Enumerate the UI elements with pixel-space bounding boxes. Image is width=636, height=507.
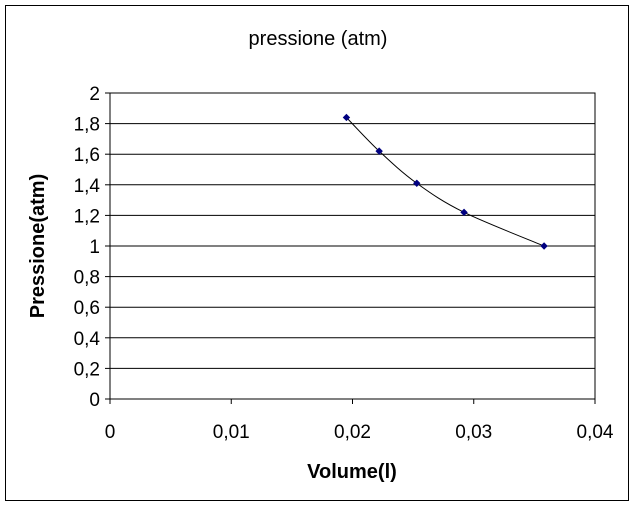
x-tick-label: 0	[105, 422, 116, 443]
y-tick-label: 0,6	[74, 298, 100, 319]
y-tick-label: 1,6	[74, 145, 100, 166]
data-points	[342, 113, 548, 250]
data-point	[413, 179, 421, 187]
x-axis-label: Volume(l)	[307, 461, 397, 483]
data-point	[540, 242, 548, 250]
x-tick-label: 0,03	[455, 422, 492, 443]
chart-title: pressione (atm)	[249, 28, 388, 50]
y-tick-label: 1,2	[74, 206, 100, 227]
y-tick-label: 1,4	[74, 176, 101, 197]
x-tick-label: 0,01	[213, 422, 250, 443]
y-tick-label: 1,8	[74, 115, 100, 136]
y-tick-label: 0,4	[74, 329, 101, 350]
y-tick-label: 0,8	[74, 268, 100, 289]
y-tick-label: 1	[89, 237, 100, 258]
y-tick-label: 2	[89, 84, 100, 105]
tick-labels: 0 0,2 0,4 0,6 0,8 1 1,2 1,4 1,6 1,8 2 0 0,01 0,02 0,03…	[74, 84, 614, 443]
x-tick-label: 0,02	[334, 422, 371, 443]
data-point	[460, 208, 468, 217]
y-tick-label: 0,2	[74, 359, 100, 380]
data-point	[342, 113, 351, 122]
data-point	[375, 147, 383, 155]
y-tick-label: 0	[89, 390, 100, 411]
x-tick-label: 0,04	[577, 422, 614, 443]
y-axis-label: Pressione(atm)	[27, 174, 49, 319]
